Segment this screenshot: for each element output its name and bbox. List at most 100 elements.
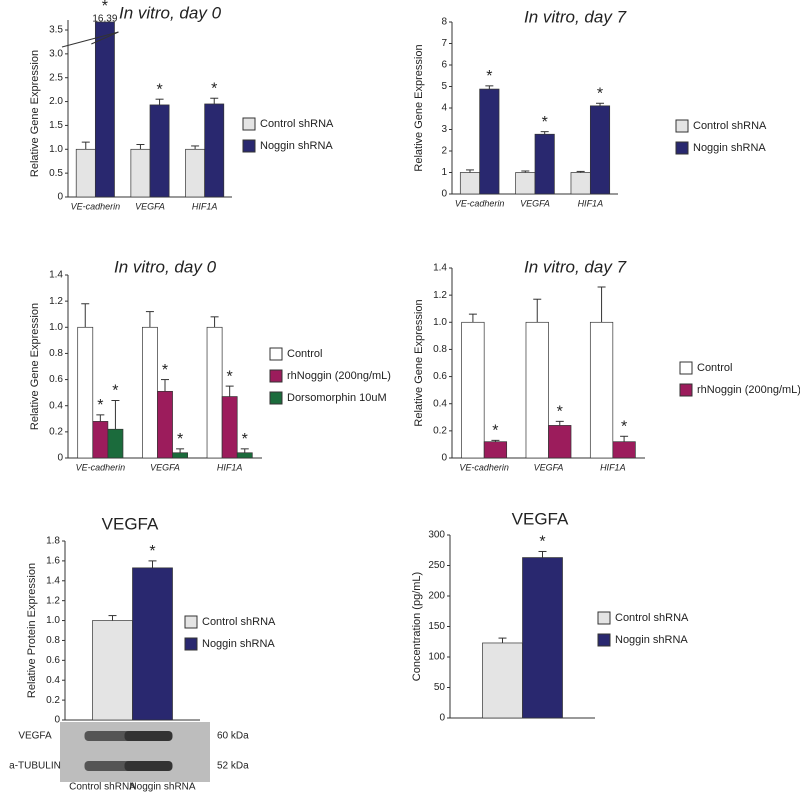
significance-label: * — [177, 431, 183, 448]
y-tick-label: 6 — [441, 60, 447, 71]
bar — [142, 326, 158, 459]
y-tick-label: 0 — [439, 713, 445, 724]
chart-title: VEGFA — [512, 509, 569, 528]
y-tick-label: 1.4 — [46, 575, 60, 586]
x-tick-label: VE-cadherin — [71, 201, 121, 211]
significance-label: * — [597, 85, 603, 102]
y-tick-label: 1.2 — [46, 595, 60, 606]
significance-label: * — [486, 68, 492, 85]
bar — [482, 642, 523, 719]
x-tick-label: HIF1A — [217, 462, 243, 472]
y-axis-label: Relative Gene Expression — [413, 299, 425, 426]
bar — [589, 321, 614, 459]
y-tick-label: 8 — [441, 17, 447, 28]
legend-label: rhNoggin (200ng/mL) — [287, 370, 391, 382]
y-axis-label: Concentration (pg/mL) — [411, 572, 423, 681]
bar — [548, 425, 572, 459]
y-tick-label: 1.0 — [49, 322, 63, 333]
y-tick-label: 1.4 — [49, 270, 63, 281]
x-tick-label: HIF1A — [192, 201, 218, 211]
y-tick-label: 2.5 — [49, 72, 63, 83]
y-tick-label: 0 — [441, 189, 447, 200]
y-tick-label: 0.6 — [433, 371, 447, 382]
x-tick-label: VEGFA — [135, 201, 165, 211]
significance-label: * — [539, 534, 545, 551]
bar — [459, 172, 481, 195]
y-tick-label: 1.6 — [46, 556, 60, 567]
x-tick-label: HIF1A — [578, 198, 604, 208]
legend-label: Control shRNA — [202, 616, 276, 628]
legend-swatch — [597, 633, 611, 647]
blot-size-label: 60 kDa — [217, 731, 249, 742]
bar — [515, 172, 536, 195]
legend-swatch — [679, 383, 693, 397]
legend-label: Noggin shRNA — [693, 142, 766, 154]
significance-label: * — [149, 543, 155, 560]
y-tick-label: 1.2 — [49, 296, 63, 307]
significance-label: * — [621, 419, 627, 436]
y-tick-label: 3 — [441, 124, 447, 135]
significance-label: * — [492, 423, 498, 440]
legend-label: Control shRNA — [260, 118, 334, 130]
legend-swatch — [675, 119, 689, 133]
y-axis-label: Relative Protein Expression — [26, 563, 38, 698]
significance-label: * — [97, 397, 103, 414]
blot-band — [84, 731, 133, 741]
y-tick-label: 150 — [428, 621, 445, 632]
bar — [130, 148, 151, 198]
legend-label: Dorsomorphin 10uM — [287, 392, 387, 404]
x-tick-label: HIF1A — [600, 462, 626, 472]
y-tick-label: 300 — [428, 530, 445, 541]
blot-band — [84, 761, 133, 771]
bar — [534, 133, 555, 195]
y-tick-label: 0 — [57, 192, 63, 203]
y-tick-label: 3.0 — [49, 48, 63, 59]
bar — [589, 105, 611, 195]
y-tick-label: 200 — [428, 591, 445, 602]
significance-label: * — [557, 404, 563, 421]
x-tick-label: VEGFA — [520, 198, 550, 208]
bar — [483, 441, 508, 459]
x-tick-label: VE-cadherin — [459, 462, 509, 472]
y-axis-label: Relative Gene Expression — [413, 44, 425, 171]
y-tick-label: 1.0 — [433, 317, 447, 328]
bar — [221, 396, 238, 459]
chart-title: In vitro, day 0 — [114, 257, 217, 276]
y-tick-label: 2.0 — [49, 96, 63, 107]
significance-label: * — [156, 81, 162, 98]
significance-label: * — [542, 114, 548, 131]
y-tick-label: 50 — [434, 682, 446, 693]
legend-swatch — [184, 637, 198, 651]
y-tick-label: 0.6 — [46, 655, 60, 666]
y-tick-label: 0 — [54, 715, 60, 726]
x-tick-label: VEGFA — [150, 462, 180, 472]
bar — [94, 21, 115, 198]
legend-swatch — [675, 141, 689, 155]
blot-band — [124, 731, 173, 741]
significance-label: * — [242, 431, 248, 448]
y-tick-label: 1.2 — [433, 290, 447, 301]
legend-label: Control — [287, 348, 322, 360]
bar — [172, 452, 188, 459]
legend-label: Control shRNA — [693, 120, 767, 132]
bar — [185, 148, 206, 198]
bar — [107, 428, 124, 459]
chart-title: VEGFA — [102, 514, 159, 533]
blot-band — [124, 761, 173, 771]
significance-label: * — [162, 362, 168, 379]
significance-label: * — [227, 368, 233, 385]
y-tick-label: 250 — [428, 560, 445, 571]
y-tick-label: 0 — [57, 453, 63, 464]
y-tick-label: 1.0 — [46, 615, 60, 626]
legend-label: rhNoggin (200ng/mL) — [697, 384, 800, 396]
significance-label: * — [102, 0, 108, 15]
y-tick-label: 1.5 — [49, 120, 63, 131]
bar — [612, 441, 636, 459]
y-tick-label: 0.4 — [433, 398, 447, 409]
legend-label: Noggin shRNA — [202, 638, 275, 650]
significance-label: * — [211, 80, 217, 97]
bar — [570, 172, 591, 195]
x-tick-label: Control shRNA — [69, 782, 136, 793]
x-tick-label: VE-cadherin — [76, 462, 126, 472]
